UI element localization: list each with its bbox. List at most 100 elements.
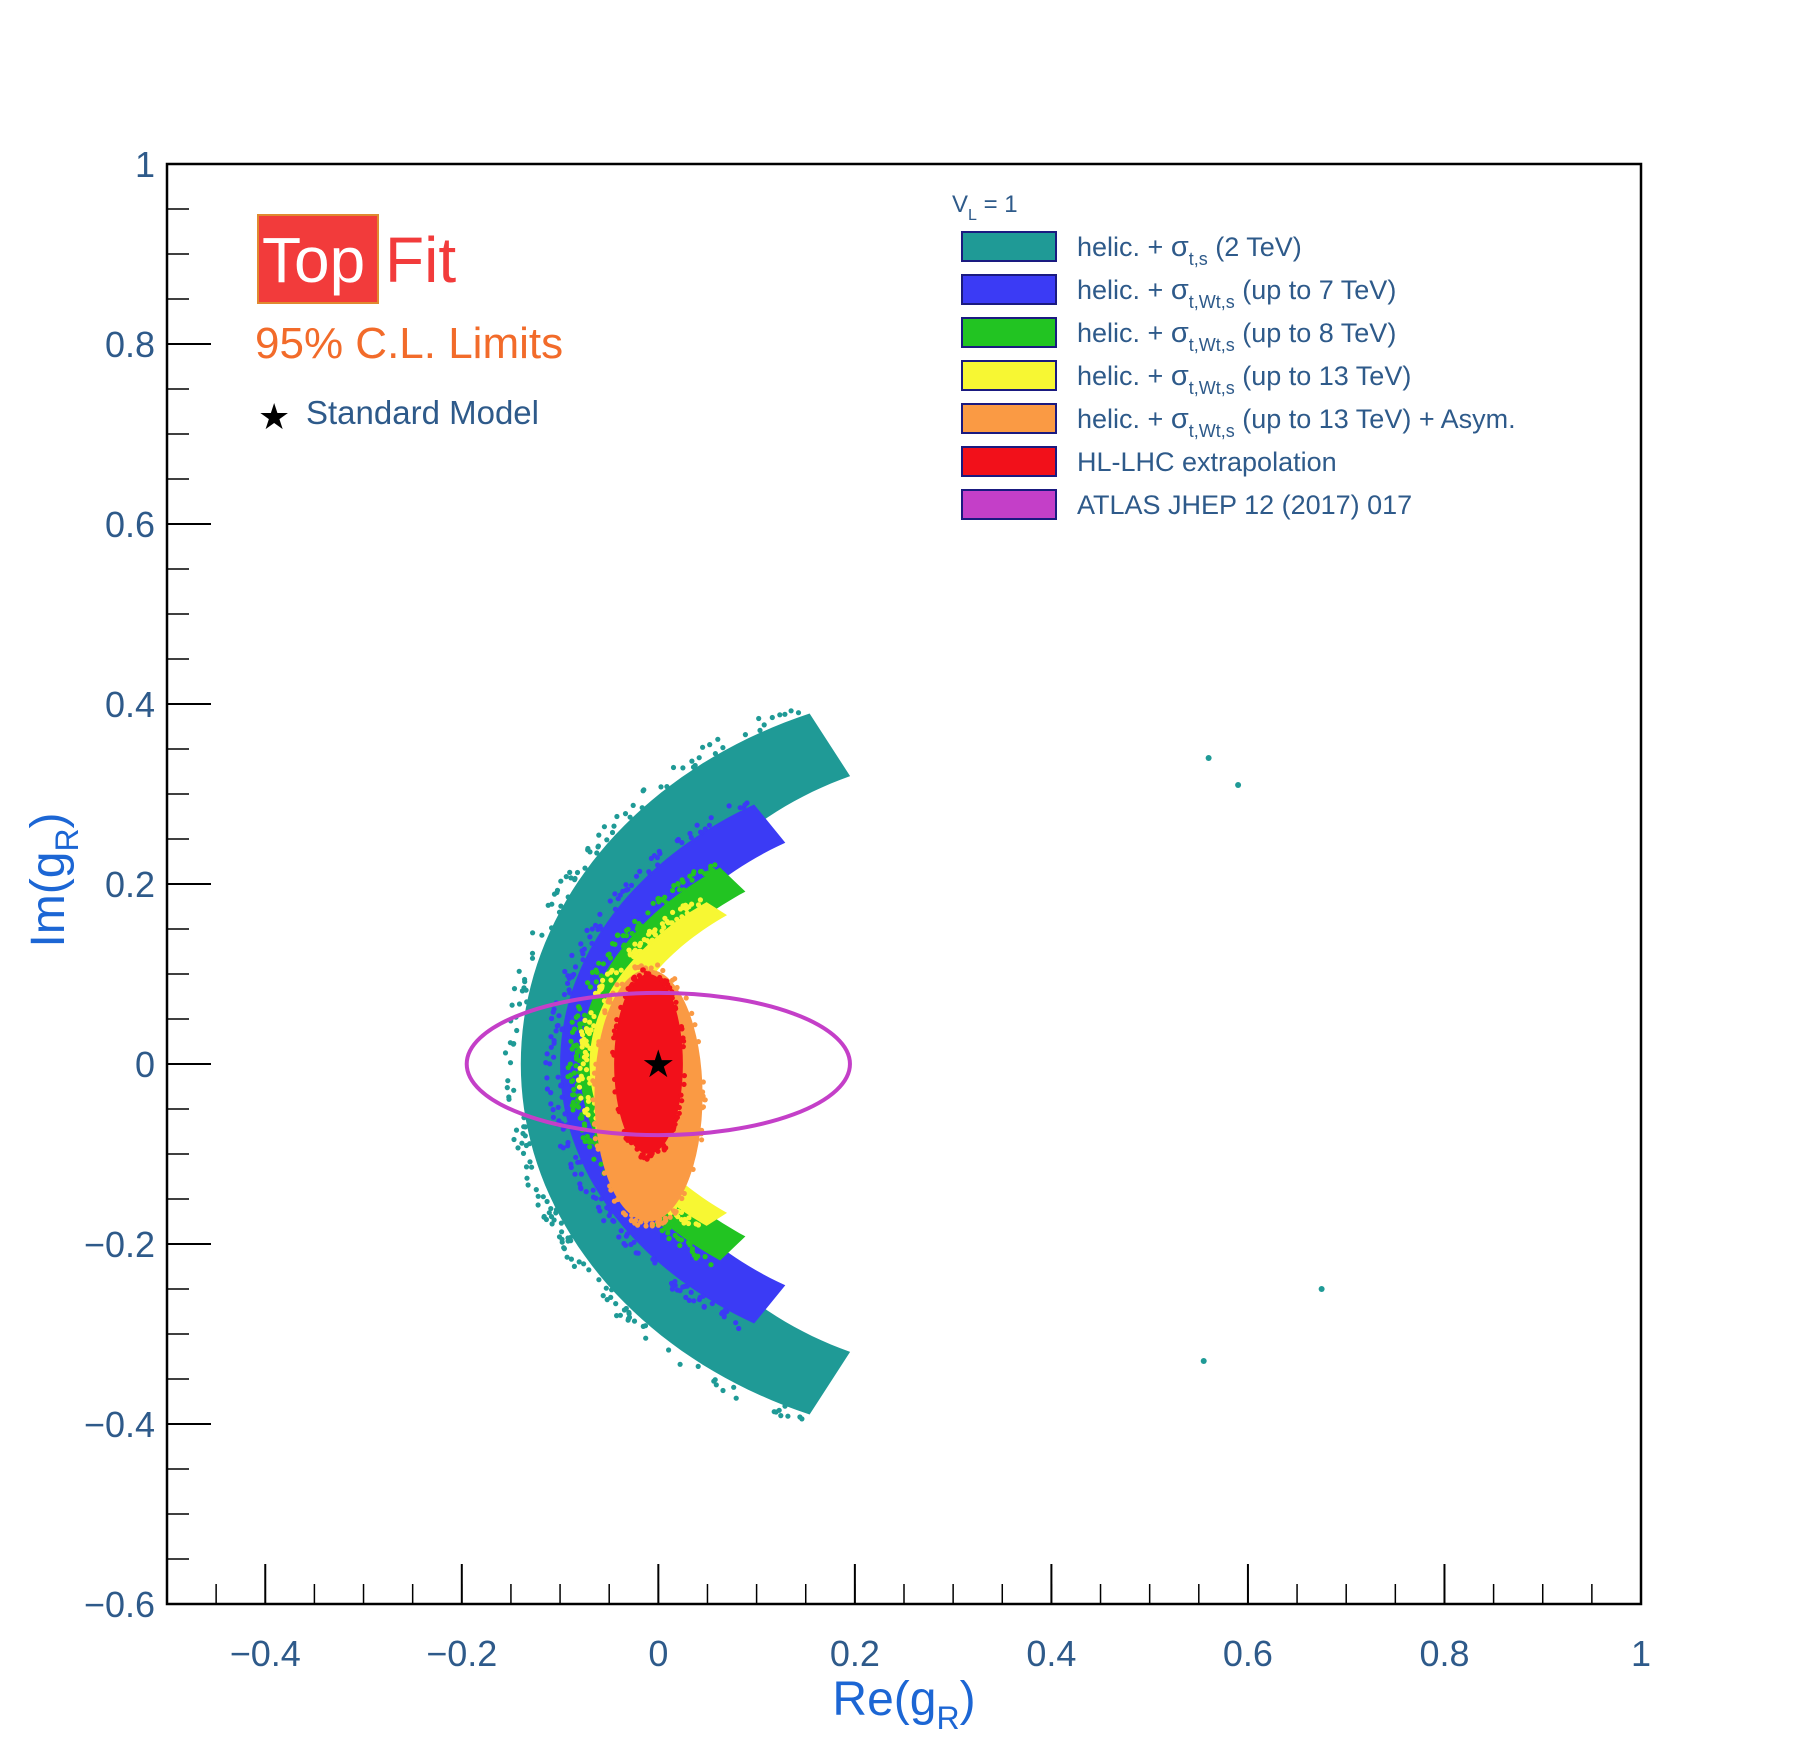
legend-label: helic. + σt,s (2 TeV) — [1077, 231, 1302, 269]
series-1-point — [559, 1239, 565, 1245]
series-6-point — [674, 1114, 681, 1120]
series-1-point — [507, 1040, 513, 1046]
series-6-point — [679, 1098, 685, 1104]
series-1-point — [788, 708, 794, 714]
series-2-point — [722, 1307, 728, 1313]
series-6-point — [643, 970, 649, 977]
series-1-point — [513, 1127, 520, 1133]
series-1-point — [601, 824, 608, 830]
series-4-point — [587, 1019, 593, 1025]
series-3-point — [687, 873, 693, 879]
series-2-point — [556, 1013, 562, 1019]
series-1-point — [761, 722, 767, 728]
series-5-point — [655, 962, 661, 968]
series-4-point — [677, 906, 684, 912]
series-2-point — [549, 1015, 555, 1022]
series-2-point — [608, 1209, 614, 1215]
series-2-point — [548, 1044, 554, 1050]
series-6-point — [640, 967, 646, 973]
series-2-point — [555, 1104, 561, 1110]
series-1-point — [625, 1316, 632, 1322]
series-2-point — [559, 1094, 565, 1100]
series-2-point — [635, 1250, 641, 1256]
series-2-point — [550, 1009, 556, 1015]
series-6-point — [611, 1028, 618, 1034]
series-1-point — [658, 784, 664, 790]
series-1-point — [509, 1002, 515, 1008]
series-2-point — [628, 1241, 634, 1248]
series-6-point — [649, 1151, 655, 1157]
series-4-point — [613, 970, 620, 976]
series-1-point — [604, 837, 610, 843]
series-4-point — [674, 916, 680, 922]
series-1-point — [558, 903, 564, 909]
series-5-point — [643, 1218, 649, 1225]
series-1-point — [595, 843, 602, 849]
series-2-point — [593, 1195, 599, 1201]
series-3-point — [582, 1012, 588, 1018]
series-4-point — [685, 1220, 692, 1227]
series-2-point — [633, 873, 640, 879]
series-2-point — [590, 1187, 596, 1193]
series-4-point — [668, 920, 674, 926]
series-3-point — [569, 1078, 575, 1084]
series-4-point — [679, 914, 685, 920]
series-2-point — [622, 1242, 629, 1248]
series-1-point — [564, 1254, 570, 1260]
series-2-point — [583, 1189, 589, 1195]
series-3-point — [571, 1026, 578, 1032]
series-6-point — [672, 1121, 678, 1127]
series-2-point — [688, 834, 694, 841]
series-5-point — [699, 1137, 705, 1143]
series-5-point — [592, 1136, 599, 1142]
series-3-point — [598, 1161, 604, 1167]
series-5-point — [700, 1079, 706, 1085]
series-2-point — [620, 888, 626, 894]
series-region-1 — [502, 708, 851, 1422]
series-1-point — [527, 1159, 533, 1165]
series-4-point — [683, 906, 690, 912]
series-5-point — [649, 1221, 655, 1227]
series-1-point — [720, 745, 726, 751]
series-5-point — [596, 1042, 602, 1048]
series-5-point — [615, 1196, 621, 1203]
series-1-point — [586, 1267, 592, 1273]
series-6-area — [614, 974, 683, 1154]
series-1-point — [695, 1363, 701, 1369]
legend-swatch — [961, 446, 1057, 477]
series-3-point — [580, 1135, 586, 1141]
series-6-point — [636, 973, 643, 979]
series-2-point — [543, 1060, 549, 1066]
series-4-point — [662, 915, 668, 921]
series-1-point — [1318, 1286, 1325, 1292]
sm-key-star-icon: ★ — [258, 396, 290, 437]
legend-label: ATLAS JHEP 12 (2017) 017 — [1077, 490, 1412, 520]
series-2-point — [733, 1320, 739, 1326]
series-1-point — [621, 1307, 628, 1313]
series-5-point — [672, 976, 678, 982]
series-6-point — [641, 1155, 647, 1161]
series-2-point — [589, 940, 595, 947]
series-4-point — [581, 1036, 587, 1042]
series-2-point — [578, 941, 584, 947]
series-1-point — [712, 1377, 718, 1383]
series-6-point — [670, 1127, 676, 1133]
series-1-point — [712, 751, 719, 757]
series-1-point — [548, 1206, 554, 1212]
series-1-point — [549, 925, 555, 931]
series-4-point — [641, 937, 647, 943]
series-2-point — [625, 886, 631, 892]
series-1-point — [529, 1164, 535, 1170]
series-3-point — [565, 1065, 571, 1071]
series-4-point — [695, 902, 702, 908]
series-5-point — [606, 997, 612, 1003]
series-2-point — [551, 1038, 557, 1044]
series-1-point — [613, 1301, 619, 1307]
series-5-point — [614, 982, 620, 988]
series-5-point — [672, 1210, 678, 1216]
series-1-point — [733, 1395, 739, 1401]
series-1-point — [561, 1246, 568, 1252]
limits-subtitle: 95% C.L. Limits — [255, 319, 563, 368]
series-2-point — [555, 1022, 561, 1029]
